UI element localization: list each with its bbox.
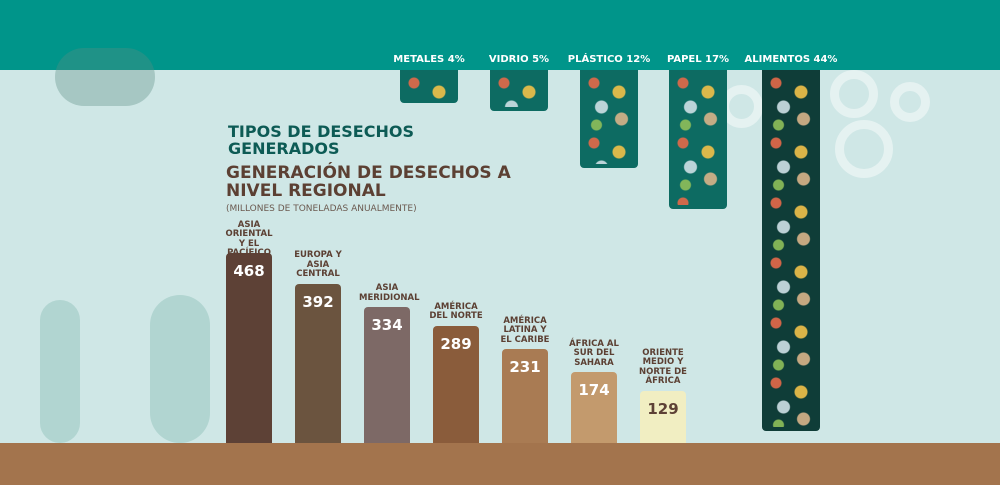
bar [502,349,548,443]
bar-value-label: 129 [647,399,679,418]
bar-value-label: 174 [578,381,610,400]
waste-type-column [400,70,458,103]
waste-items-illustration [494,74,544,107]
waste-type-column [669,70,727,210]
waste-types-title: TIPOS DE DESECHOS GENERADOS [228,122,414,158]
coral-decoration [40,300,80,443]
chart-title: GENERACIÓN DE DESECHOS A NIVEL REGIONAL [226,163,511,201]
turtle-decoration [55,48,155,106]
bar [226,253,272,443]
waste-items-illustration [673,74,723,206]
waste-type-label: VIDRIO 5% [488,54,550,65]
bar-value-label: 289 [440,334,472,353]
category-label: ASIA ORIENTAL Y EL PACÍFICO [225,219,273,258]
header-band [0,0,1000,70]
bar [571,372,617,443]
category-label: ORIENTE MEDIO Y NORTE DE ÁFRICA [639,347,687,387]
category-label: ÁFRICA AL SUR DEL SAHARA [569,338,619,368]
bar [433,325,479,443]
bar-value-label: 334 [371,316,403,335]
waste-items-illustration [404,74,454,99]
ground [0,443,1000,485]
category-label: ASIA MERIDIONAL [359,283,420,303]
waste-type-label: ALIMENTOS 44% [744,54,838,65]
bar-value-label: 392 [302,292,334,311]
waste-type-label: METALES 4% [393,54,465,65]
waste-type-label: PAPEL 17% [666,54,730,65]
bar [640,390,686,443]
waste-type-column [580,70,638,169]
waste-items-illustration [584,74,634,165]
bar [364,307,410,443]
bubble-decoration [835,120,893,178]
category-label: AMÉRICA DEL NORTE [429,301,483,322]
bubble-decoration [830,70,878,118]
bar-value-label: 468 [233,262,265,280]
bubble-decoration [890,82,930,122]
waste-type-column [762,70,820,431]
waste-items-illustration [766,74,816,427]
waste-type-label: PLÁSTICO 12% [567,54,651,65]
bar-value-label: 231 [509,358,541,377]
category-label: EUROPA Y ASIA CENTRAL [294,250,342,280]
chart-subtitle: (MILLONES DE TONELADAS ANUALMENTE) [226,204,417,214]
waste-type-column [490,70,548,111]
bar [295,283,341,443]
category-label: AMÉRICA LATINA Y EL CARIBE [500,315,550,345]
coral-decoration [150,295,210,443]
